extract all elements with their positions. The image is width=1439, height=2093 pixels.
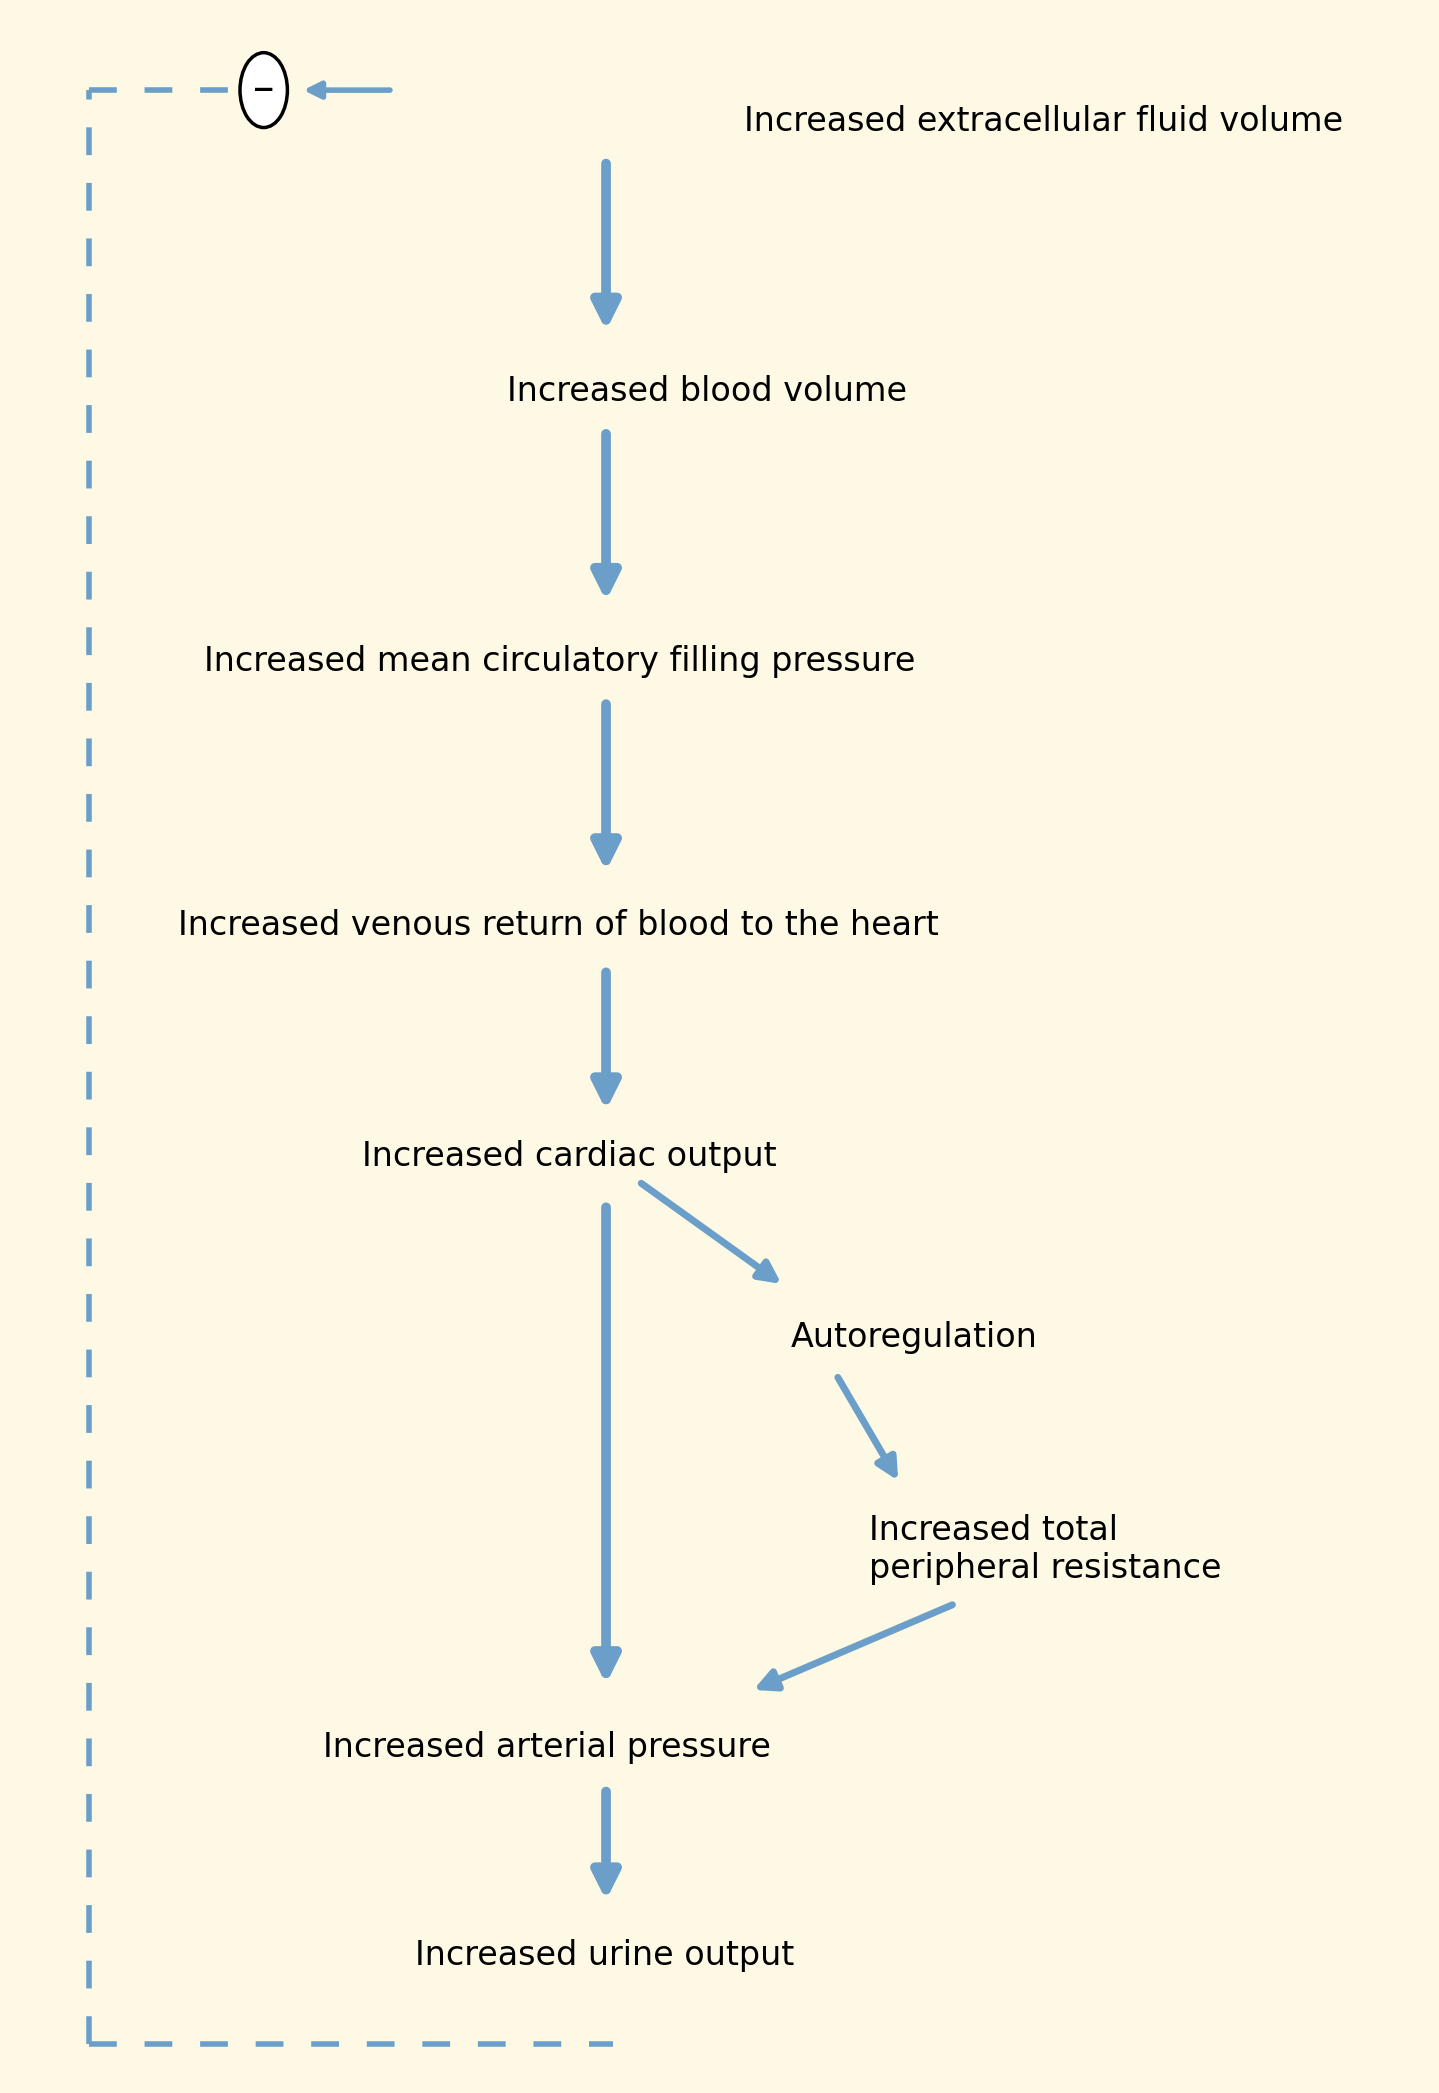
Text: Increased cardiac output: Increased cardiac output xyxy=(363,1141,777,1174)
Text: Increased blood volume: Increased blood volume xyxy=(508,375,907,408)
Text: Increased arterial pressure: Increased arterial pressure xyxy=(322,1731,771,1764)
Circle shape xyxy=(240,52,288,128)
Text: Increased total
peripheral resistance: Increased total peripheral resistance xyxy=(869,1513,1222,1584)
Text: Increased urine output: Increased urine output xyxy=(414,1938,794,1972)
Text: Increased venous return of blood to the heart: Increased venous return of blood to the … xyxy=(178,910,938,942)
Text: Increased mean circulatory filling pressure: Increased mean circulatory filling press… xyxy=(204,645,915,678)
Text: −: − xyxy=(252,75,275,105)
Text: Autoregulation: Autoregulation xyxy=(790,1321,1038,1354)
Text: Increased extracellular fluid volume: Increased extracellular fluid volume xyxy=(744,105,1344,138)
